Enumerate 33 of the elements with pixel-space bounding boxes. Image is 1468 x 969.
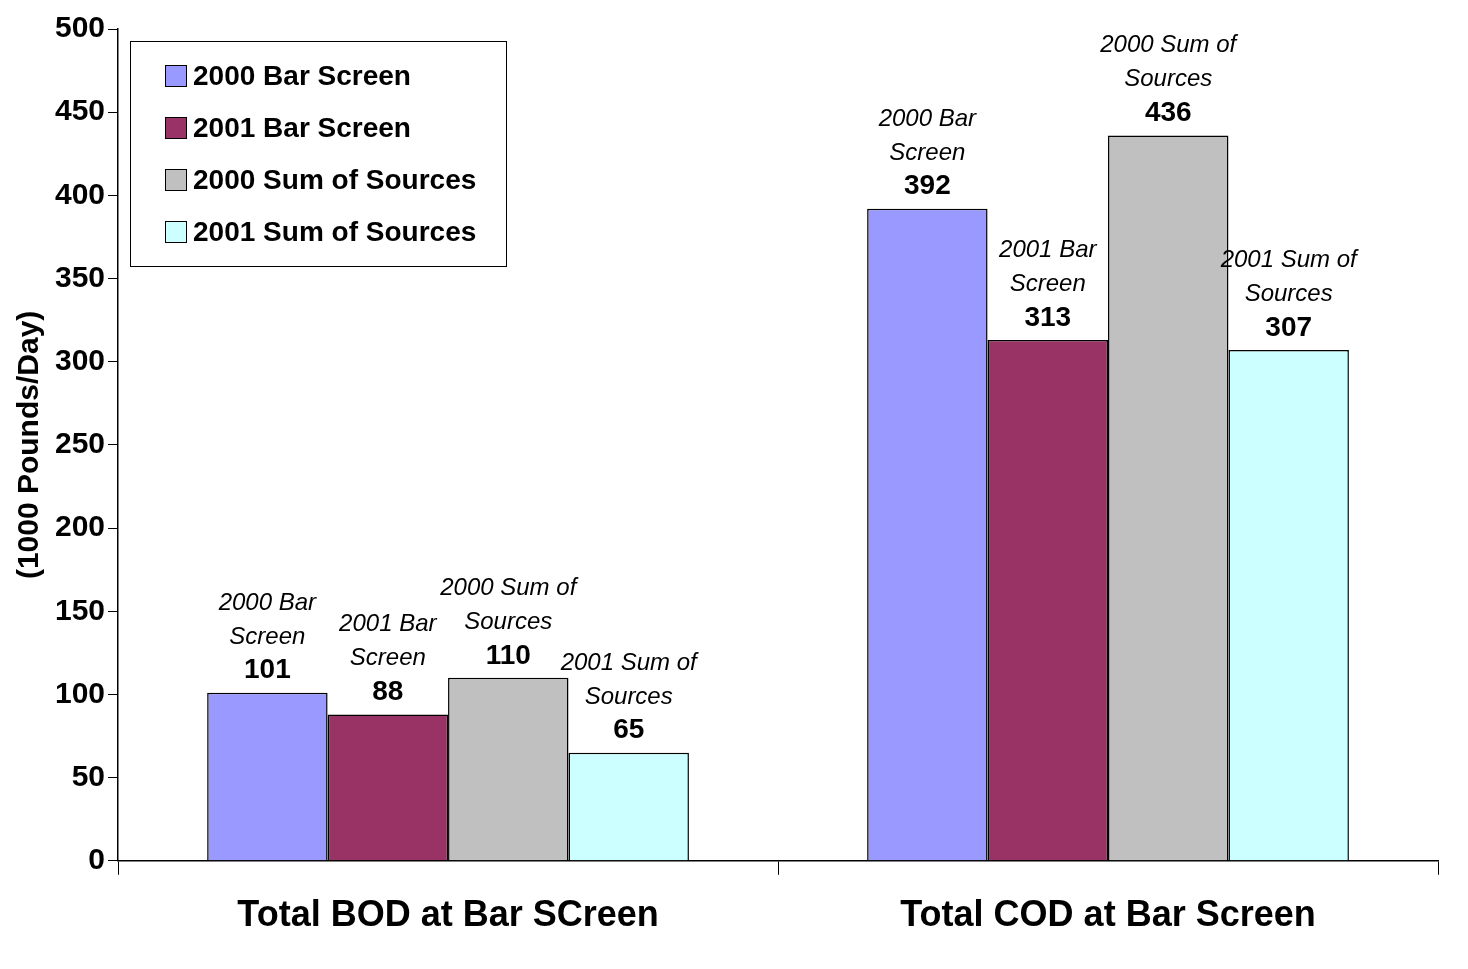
y-tick-label: 150 — [54, 592, 106, 626]
x-tick-label: Total COD at Bar Screen — [900, 893, 1316, 935]
data-label: 307 — [1265, 310, 1313, 342]
annotation: 2001 Bar Screen — [339, 609, 437, 671]
x-tick-label: Total BOD at Bar SCreen — [237, 893, 659, 935]
legend-label: 2000 Sum of Sources — [193, 164, 477, 196]
data-label: 436 — [1144, 96, 1192, 128]
y-tick-label: 300 — [54, 342, 106, 376]
annotation: 2000 Sum of Sources — [440, 572, 577, 634]
legend-label: 2000 Bar Screen — [193, 60, 411, 92]
legend-label: 2001 Sum of Sources — [193, 216, 477, 248]
data-label: 88 — [372, 675, 404, 707]
y-tick-label: 450 — [54, 93, 106, 127]
y-tick-label: 50 — [71, 758, 106, 792]
y-tick-label: 0 — [88, 842, 106, 876]
y-tick-label: 200 — [54, 509, 106, 543]
annotation: 2001 Sum of Sources — [559, 646, 700, 711]
data-label: 392 — [903, 169, 951, 201]
y-tick-label: 100 — [54, 675, 106, 709]
y-axis-title: (1000 Pounds/Day) — [11, 310, 45, 580]
data-label: 101 — [244, 653, 291, 685]
legend-label: 2001 Bar Screen — [193, 112, 411, 144]
data-label: 65 — [613, 713, 645, 745]
data-label: 110 — [485, 638, 531, 670]
y-tick-label: 250 — [54, 426, 106, 460]
y-tick-label: 350 — [54, 259, 106, 293]
annotation: 2001 Bar Screen — [998, 234, 1099, 299]
y-tick-label: 400 — [54, 176, 106, 210]
annotation: 2000 Bar Screen — [877, 102, 978, 167]
data-label: 313 — [1024, 300, 1072, 332]
annotation: 2000 Bar Screen — [218, 587, 317, 649]
y-tick-label: 500 — [54, 10, 106, 44]
annotation: 2000 Sum of Sources — [1099, 29, 1239, 94]
